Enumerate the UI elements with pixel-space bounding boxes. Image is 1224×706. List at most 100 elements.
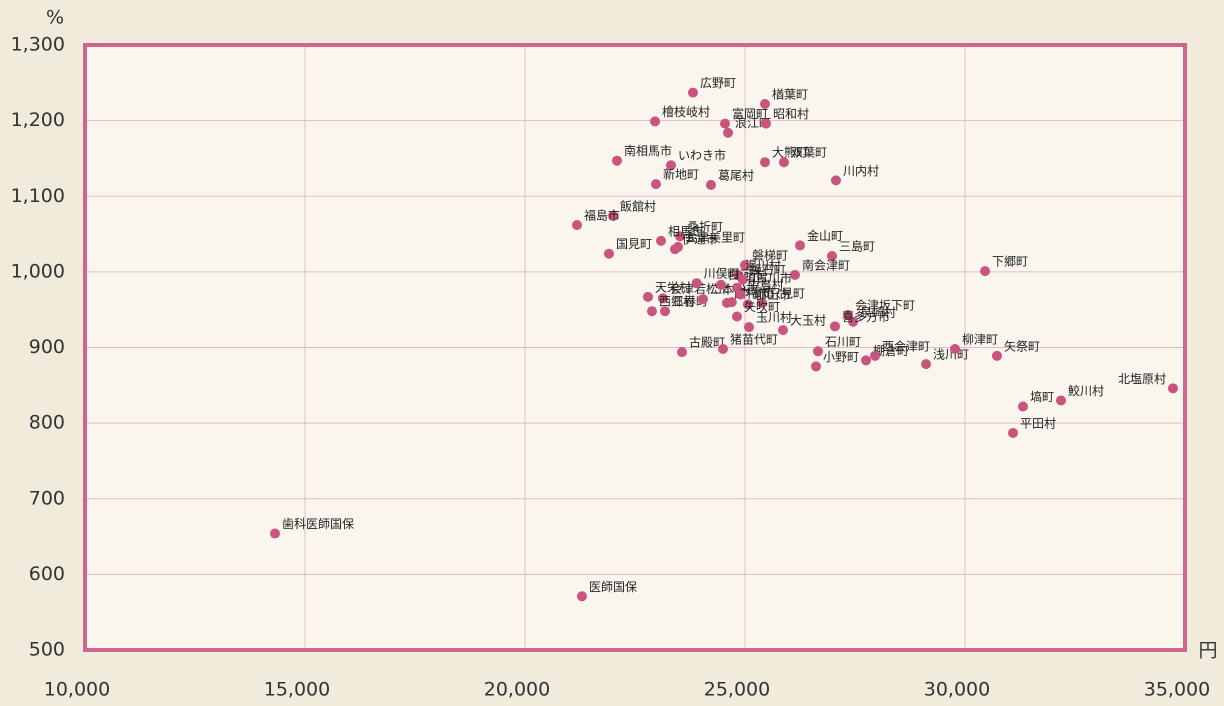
point <box>642 291 653 302</box>
point <box>656 235 667 246</box>
point <box>921 359 932 370</box>
x-tick-label: 10,000 <box>44 679 110 701</box>
point <box>675 231 686 242</box>
point <box>650 116 661 127</box>
point <box>726 297 737 308</box>
point <box>812 346 823 357</box>
point-label: 只見町 <box>769 286 805 300</box>
point <box>789 269 800 280</box>
point-label: 本宮市 <box>739 285 775 300</box>
point-label: 石川町 <box>825 335 861 349</box>
point <box>576 591 587 602</box>
y-tick-label: 500 <box>29 639 65 661</box>
point-label: 中島村 <box>748 277 784 292</box>
point <box>760 118 771 129</box>
point-label: 飯舘村 <box>620 198 656 213</box>
point-label: 湯川村 <box>745 258 781 272</box>
point <box>830 175 841 186</box>
x-tick-label: 25,000 <box>704 679 770 701</box>
y-tick-label: 1,300 <box>11 34 65 56</box>
point <box>848 316 859 327</box>
y-tick-label: 600 <box>29 563 65 585</box>
point <box>735 289 746 300</box>
y-tick-label: 1,200 <box>11 109 65 131</box>
point <box>980 266 991 277</box>
y-tick-label: 800 <box>29 412 65 434</box>
point-label: 会津美里町 <box>685 230 745 244</box>
point <box>723 127 734 138</box>
x-tick-label: 15,000 <box>264 679 330 701</box>
point <box>870 350 881 361</box>
point <box>1017 401 1028 412</box>
point <box>646 306 657 317</box>
x-axis-label: 円 <box>1198 640 1217 662</box>
point-label: 川内村 <box>843 164 879 178</box>
point <box>778 157 789 168</box>
point-label: 広野町 <box>700 76 736 90</box>
point-label: 棚倉町 <box>873 343 909 358</box>
point <box>670 244 681 255</box>
point <box>756 297 767 308</box>
point-label: 鮫川村 <box>1068 383 1104 398</box>
point <box>697 294 708 305</box>
y-tick-label: 1,100 <box>11 185 65 207</box>
point-label: 葛尾村 <box>718 168 754 182</box>
point <box>269 528 280 539</box>
point <box>811 361 822 372</box>
point <box>737 274 748 285</box>
point <box>795 240 805 251</box>
point-label: 富岡町 <box>732 106 768 121</box>
point-label: 天栄村 <box>655 280 691 294</box>
point <box>705 179 716 190</box>
point-label: 南会津町 <box>802 257 850 272</box>
point-label: 医師国保 <box>589 580 637 594</box>
point <box>742 299 753 310</box>
y-axis-label: % <box>46 7 64 29</box>
point-label: 檜枝岐村 <box>662 104 710 119</box>
point-label: 南相馬市 <box>624 143 672 158</box>
point-label: 双葉町 <box>791 146 827 160</box>
point <box>650 179 661 190</box>
point-label: 喜多方市 <box>842 309 890 324</box>
point-label: 桑折町 <box>687 219 723 234</box>
point <box>608 210 618 221</box>
y-tick-label: 900 <box>29 336 65 358</box>
point-label: 白河市 <box>728 267 764 282</box>
point-label: 大熊町 <box>772 145 808 160</box>
point-label: 川俣町 <box>704 267 740 281</box>
point-label: 福島市 <box>584 207 620 222</box>
point <box>760 98 771 109</box>
point-label: 昭和村 <box>773 107 809 121</box>
point-label: 西会津町 <box>882 339 930 353</box>
point-label: 会津若松市 <box>670 281 730 296</box>
point-label: 小野町 <box>823 350 859 364</box>
point <box>760 157 771 168</box>
point <box>665 160 676 171</box>
point-label: 玉川村 <box>756 311 792 325</box>
x-tick-label: 35,000 <box>1144 679 1210 701</box>
point <box>744 322 755 333</box>
point <box>1056 395 1067 406</box>
point-label: 大玉村 <box>790 314 826 328</box>
point <box>778 325 789 336</box>
point-label: 平田村 <box>1020 416 1056 430</box>
point-label: 下郷町 <box>992 255 1028 269</box>
point-label: 西郷村 <box>659 295 695 309</box>
point <box>731 311 742 322</box>
y-tick-label: 1,000 <box>11 260 65 282</box>
point <box>572 219 583 230</box>
y-tick-label: 700 <box>29 487 65 509</box>
point-label: 須賀川市 <box>744 270 792 285</box>
point-label: 楢葉町 <box>772 86 808 101</box>
point <box>718 344 728 355</box>
point <box>657 293 668 304</box>
point-label: 鏡石町 <box>750 262 786 277</box>
point-label: 泉崎村 <box>860 305 896 319</box>
point <box>1008 427 1019 438</box>
point <box>991 350 1002 361</box>
point <box>660 306 671 317</box>
point-label: 北塩原村 <box>1118 371 1166 386</box>
plot-frame <box>83 43 1187 652</box>
point-label: 国見町 <box>616 237 652 251</box>
point-label: 金山町 <box>807 228 843 243</box>
